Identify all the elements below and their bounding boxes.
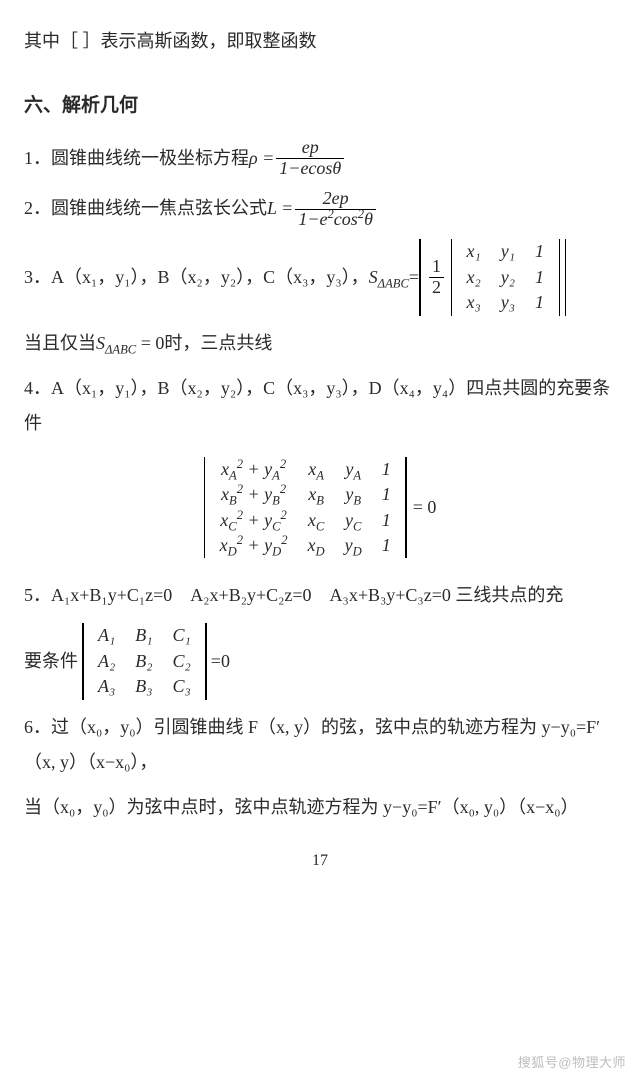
- one-half: 12: [429, 257, 444, 298]
- item-5-line1: 5．A₁x+B₁y+C₁z=0 A₂x+B₂y+C₂z=0 A₃x+B₃y+C₃…: [24, 578, 616, 613]
- item-2: 2．圆锥曲线统一焦点弦长公式 L = 2ep 1−e2cos2θ: [24, 189, 616, 230]
- item-1-fraction: ep 1−ecosθ: [276, 138, 344, 179]
- item-3: 3．A（x₁，y₁），B（x₂，y₂），C（x₃，y₃）， SΔABC = 12…: [24, 239, 616, 315]
- item-4-det: xA2 + yA2xAyA1 xB2 + yB2xByB1 xC2 + yC2x…: [204, 457, 407, 559]
- page-number: 17: [24, 845, 616, 876]
- item-4-eq-block: xA2 + yA2xAyA1 xB2 + yB2xByB1 xC2 + yC2x…: [24, 457, 616, 559]
- section-heading: 六、解析几何: [24, 87, 616, 124]
- item-3-note: 当且仅当SΔABC = 0时，三点共线: [24, 326, 616, 361]
- item-5-det: A₁B₁C₁ A₂B₂C₂ A₃B₃C₃: [82, 623, 207, 699]
- item-2-label: 2．圆锥曲线统一焦点弦长公式: [24, 191, 267, 226]
- item-2-den: 1−e2cos2θ: [295, 209, 376, 230]
- intro-note: 其中［ ］表示高斯函数，即取整函数: [24, 24, 616, 59]
- item-6-line2: 当（x₀，y₀）为弦中点时，弦中点轨迹方程为 y−y₀=F′（x₀, y₀）（x…: [24, 790, 616, 825]
- item-3-eq: =: [409, 260, 419, 295]
- item-6-line1: 6．过（x₀，y₀）引圆锥曲线 F（x, y）的弦，弦中点的轨迹方程为 y−y₀…: [24, 710, 616, 780]
- item-5-prefix: 要条件: [24, 644, 78, 679]
- item-1-label: 1．圆锥曲线统一极坐标方程: [24, 141, 249, 176]
- item-4-text: 4．A（x₁，y₁），B（x₂，y₂），C（x₃，y₃），D（x₄，y₄）四点共…: [24, 371, 616, 441]
- item-1-den: 1−ecosθ: [276, 158, 344, 179]
- item-5-matrix: A₁B₁C₁ A₂B₂C₂ A₃B₃C₃: [88, 623, 201, 699]
- item-3-matrix: x₁y₁1 x₂y₂1 x₃y₃1: [457, 239, 555, 315]
- item-1-lhs: ρ =: [249, 141, 274, 176]
- item-5-eq: =0: [211, 644, 230, 679]
- item-3-outer-abs: 12 x₁y₁1 x₂y₂1 x₃y₃1: [419, 239, 566, 315]
- item-5-line2: 要条件 A₁B₁C₁ A₂B₂C₂ A₃B₃C₃ =0: [24, 623, 616, 699]
- item-4-eq: = 0: [413, 490, 437, 525]
- item-4-matrix: xA2 + yA2xAyA1 xB2 + yB2xByB1 xC2 + yC2x…: [210, 457, 401, 559]
- item-1-num: ep: [276, 138, 344, 158]
- watermark: 搜狐号@物理大师: [518, 1050, 626, 1075]
- item-2-lhs: L =: [267, 191, 293, 226]
- item-1: 1．圆锥曲线统一极坐标方程 ρ = ep 1−ecosθ: [24, 138, 616, 179]
- item-3-S: SΔABC: [369, 260, 409, 295]
- item-3-prefix: 3．A（x₁，y₁），B（x₂，y₂），C（x₃，y₃），: [24, 260, 369, 295]
- item-2-fraction: 2ep 1−e2cos2θ: [295, 189, 376, 230]
- item-3-det: x₁y₁1 x₂y₂1 x₃y₃1: [451, 239, 561, 315]
